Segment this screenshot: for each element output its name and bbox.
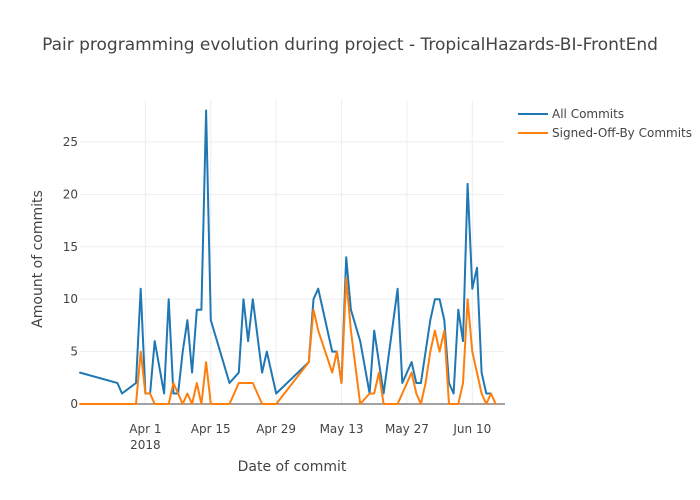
y-axis-title: Amount of commits <box>30 190 46 328</box>
y-tick-label: 5 <box>70 345 78 359</box>
legend-label: Signed-Off-By Commits <box>552 126 692 140</box>
y-tick-label: 25 <box>63 135 78 149</box>
y-axis-ticks: 0 5 10 15 20 25 <box>63 135 78 411</box>
x-axis-ticks: Apr 1 2018 Apr 15 Apr 29 May 13 May 27 Jun 10 <box>129 422 491 452</box>
grid-layer <box>80 100 505 405</box>
x-tick-label: May 27 <box>385 422 429 436</box>
y-tick-label: 0 <box>70 397 78 411</box>
x-tick-label: Apr 29 <box>256 422 296 436</box>
y-tick-label: 20 <box>63 187 78 201</box>
chart-title: Pair programming evolution during projec… <box>42 35 658 55</box>
x-tick-label: May 13 <box>320 422 364 436</box>
x-tick-label: Jun 10 <box>452 422 491 436</box>
x-tick-label: Apr 1 <box>129 422 161 436</box>
y-tick-label: 15 <box>63 240 78 254</box>
series-layer <box>79 109 497 405</box>
x-axis-title: Date of commit <box>238 459 347 475</box>
x-tick-label: Apr 15 <box>191 422 231 436</box>
series-line-signed-off-by-commits <box>79 277 497 405</box>
legend: All Commits Signed-Off-By Commits <box>518 107 692 140</box>
series-line-all-commits <box>79 109 492 395</box>
y-tick-label: 10 <box>63 292 78 306</box>
x-tick-sublabel: 2018 <box>130 438 161 452</box>
legend-label: All Commits <box>552 107 624 121</box>
